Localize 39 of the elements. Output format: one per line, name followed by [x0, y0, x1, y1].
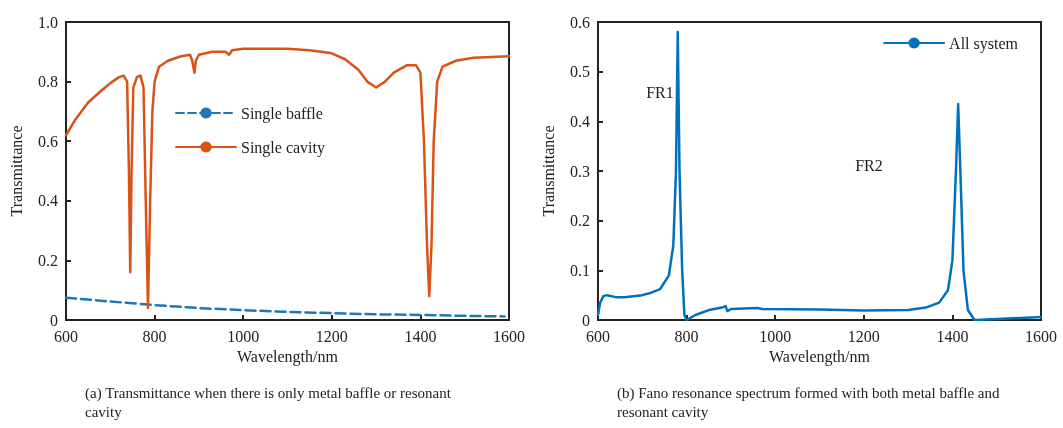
x-tick-label: 1400 — [404, 327, 437, 345]
y-tick-label: 0.6 — [570, 13, 590, 31]
y-tick-label: 0.5 — [570, 63, 590, 81]
x-tick-label: 800 — [142, 327, 167, 345]
x-tick-label: 1200 — [315, 327, 348, 345]
x-tick-label: 600 — [54, 327, 78, 345]
annotation: FR2 — [855, 156, 883, 174]
y-tick-label: 0.3 — [570, 162, 590, 180]
line-series — [64, 296, 506, 318]
text: (b) Fano resonance spectrum formed with both metal baffle and resonant cavity — [617, 384, 1004, 420]
x-tick-label: 800 — [674, 327, 699, 345]
y-tick-label: 0.8 — [38, 73, 58, 91]
y-tick-label: 0.1 — [570, 261, 590, 279]
annotation: FR1 — [646, 83, 674, 101]
y-tick-label: 0 — [582, 311, 590, 329]
y-axis-title: Transmittance — [7, 125, 25, 217]
y-tick-label: 0.6 — [38, 132, 58, 150]
y-tick-label: 0.2 — [38, 251, 58, 269]
x-tick-label: 600 — [586, 327, 610, 345]
y-tick-label: 1.0 — [38, 13, 58, 31]
x-axis-title: Wavelength/nm — [237, 348, 339, 367]
legend-label: Single cavity — [241, 138, 325, 157]
legend-label: All system — [949, 34, 1019, 53]
line-series — [64, 47, 511, 310]
y-tick-label: 0.2 — [570, 212, 590, 230]
y-tick-label: 0.4 — [38, 192, 58, 210]
x-tick-label: 1600 — [493, 327, 525, 345]
x-tick-label: 1400 — [936, 327, 969, 345]
legend-label: Single baffle — [241, 104, 323, 123]
x-tick-label: 1200 — [847, 327, 880, 345]
line-series — [596, 30, 1043, 322]
x-tick-label: 1000 — [759, 327, 792, 345]
x-tick-label: 1600 — [1025, 327, 1057, 345]
text: (a) Transmittance when there is only metal baffle or resonant cavity — [85, 384, 455, 420]
y-tick-label: 0.4 — [570, 112, 590, 130]
x-axis-title: Wavelength/nm — [769, 348, 871, 367]
y-tick-label: 0 — [50, 311, 58, 329]
y-axis-title: Transmittance — [539, 125, 557, 217]
x-tick-label: 1000 — [227, 327, 260, 345]
